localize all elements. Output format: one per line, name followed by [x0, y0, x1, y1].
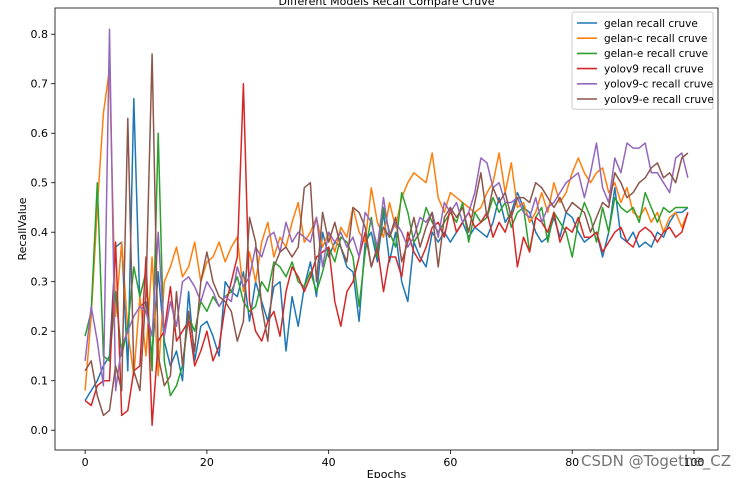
chart-title: Different Models Recall Compare Cruve — [278, 0, 494, 8]
series-line-2 — [84, 68, 689, 391]
y-tick-label: 0.5 — [31, 177, 49, 190]
y-tick-label: 0.0 — [31, 424, 49, 437]
legend-label: gelan-c recall cruve — [604, 33, 707, 45]
series-line-5 — [84, 28, 689, 392]
legend-label: gelan recall cruve — [604, 18, 698, 30]
y-tick-label: 0.1 — [31, 375, 49, 388]
y-tick-label: 0.6 — [31, 127, 49, 140]
x-tick-label: 40 — [322, 456, 336, 469]
y-tick-label: 0.8 — [31, 28, 49, 41]
y-axis-title: RecallValue — [16, 197, 29, 260]
plot-frame — [54, 7, 719, 451]
y-tick-label: 0.7 — [31, 78, 49, 91]
legend-box — [571, 11, 714, 110]
y-tick-label: 0.3 — [31, 276, 49, 289]
series-lines — [84, 28, 689, 427]
x-tick-label: 0 — [82, 456, 89, 469]
y-tick-label: 0.2 — [31, 325, 49, 338]
axes: 0 20 40 60 80 100 0.0 0.1 0.2 0.3 0.4 0.5 0.6 0.7 0.8 — [31, 7, 719, 469]
series-line-6 — [84, 53, 689, 417]
legend-label: yolov9 recall cruve — [604, 63, 704, 75]
watermark-text: CSDN @Togethe_CZ — [581, 452, 731, 470]
legend-label: yolov9-c recall cruve — [604, 79, 713, 91]
series-line-4 — [84, 82, 689, 427]
x-tick-label: 20 — [200, 456, 214, 469]
legend-label: gelan-e recall cruve — [604, 48, 708, 60]
legend-label: yolov9-e recall cruve — [604, 94, 714, 106]
y-tick-label: 0.4 — [31, 226, 49, 239]
x-tick-label: 100 — [683, 456, 704, 469]
x-tick-label: 80 — [565, 456, 579, 469]
legend: gelan recall cruve gelan-c recall cruve ge… — [571, 11, 714, 110]
x-tick-label: 60 — [443, 456, 457, 469]
x-axis-title: Epochs — [367, 468, 407, 478]
